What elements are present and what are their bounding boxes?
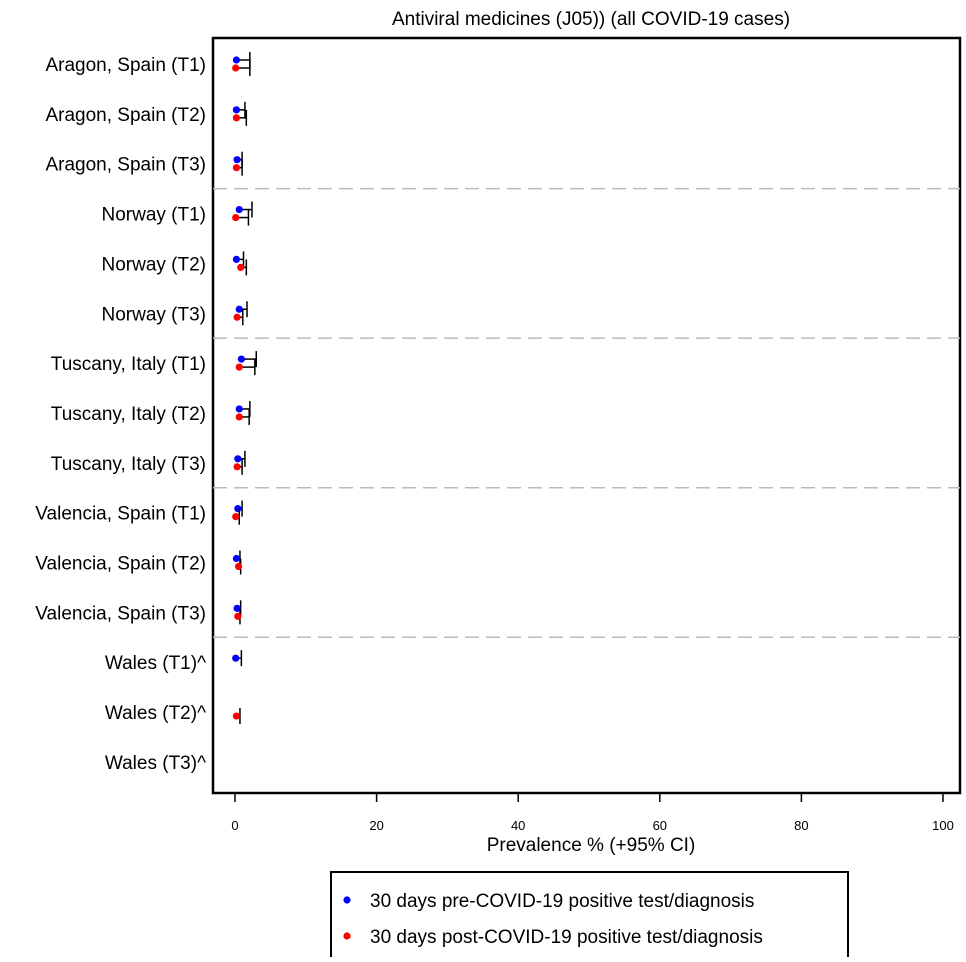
- data-point: [232, 106, 241, 114]
- legend-box: [330, 871, 849, 962]
- y-tick-label: Tuscany, Italy (T1): [51, 354, 206, 375]
- y-tick-label: Aragon, Spain (T1): [45, 55, 206, 76]
- y-tick-label: Wales (T1)^: [105, 653, 206, 674]
- data-point: [235, 413, 243, 421]
- data-point: [233, 156, 241, 164]
- data-point: [232, 56, 241, 64]
- x-tick-label: 100: [932, 818, 954, 833]
- plot-frame: [211, 36, 962, 795]
- y-axis-labels: Aragon, Spain (T1) Aragon, Spain (T2) Arag…: [35, 55, 206, 774]
- data-point: [233, 463, 241, 471]
- data-point: [232, 554, 241, 563]
- x-axis: 0 20 40 60 80 100: [231, 793, 954, 833]
- legend-marker: [343, 896, 351, 904]
- data-point: [234, 562, 243, 571]
- data-point: [235, 305, 243, 313]
- data-marks: [232, 52, 257, 725]
- y-tick-label: Wales (T2)^: [105, 703, 206, 724]
- group-separators: [213, 187, 960, 639]
- data-point: [232, 513, 240, 521]
- data-point: [232, 255, 241, 263]
- x-tick-label: 0: [231, 818, 238, 833]
- data-point: [233, 313, 241, 321]
- y-tick-label: Valencia, Spain (T2): [35, 554, 206, 575]
- data-point: [235, 405, 243, 413]
- data-point: [232, 213, 240, 222]
- data-point: [233, 604, 241, 612]
- chart-title: Antiviral medicines (J05)) (all COVID-19…: [392, 9, 790, 30]
- data-point: [234, 612, 242, 620]
- y-tick-label: Aragon, Spain (T3): [45, 155, 206, 176]
- data-point: [232, 64, 240, 72]
- x-axis-label: Prevalence % (+95% CI): [487, 835, 696, 856]
- x-tick-label: 20: [369, 818, 383, 833]
- data-point: [237, 355, 245, 363]
- data-point: [237, 263, 245, 271]
- data-point: [235, 363, 243, 371]
- legend-label: 30 days post-COVID-19 positive test/diag…: [370, 927, 763, 948]
- y-tick-label: Norway (T2): [101, 254, 206, 275]
- data-point: [234, 505, 242, 513]
- x-tick-label: 40: [511, 818, 525, 833]
- y-tick-label: Aragon, Spain (T2): [45, 105, 206, 126]
- y-tick-label: Norway (T3): [101, 304, 206, 325]
- data-point: [235, 205, 243, 214]
- data-point: [232, 164, 241, 172]
- y-tick-label: Norway (T1): [101, 205, 206, 226]
- x-tick-label: 80: [794, 818, 808, 833]
- data-point: [234, 455, 242, 463]
- legend-marker: [343, 932, 351, 940]
- y-tick-label: Tuscany, Italy (T3): [51, 454, 206, 475]
- data-point: [232, 114, 241, 122]
- y-tick-label: Wales (T3)^: [105, 753, 206, 774]
- data-point: [232, 712, 241, 720]
- legend: 30 days pre-COVID-19 positive test/diagn…: [330, 871, 849, 962]
- y-tick-label: Valencia, Spain (T3): [35, 603, 206, 624]
- data-point: [232, 654, 240, 662]
- x-tick-label: 60: [653, 818, 667, 833]
- y-tick-label: Tuscany, Italy (T2): [51, 404, 206, 425]
- legend-label: 30 days pre-COVID-19 positive test/diagn…: [370, 891, 754, 912]
- y-tick-label: Valencia, Spain (T1): [35, 504, 206, 525]
